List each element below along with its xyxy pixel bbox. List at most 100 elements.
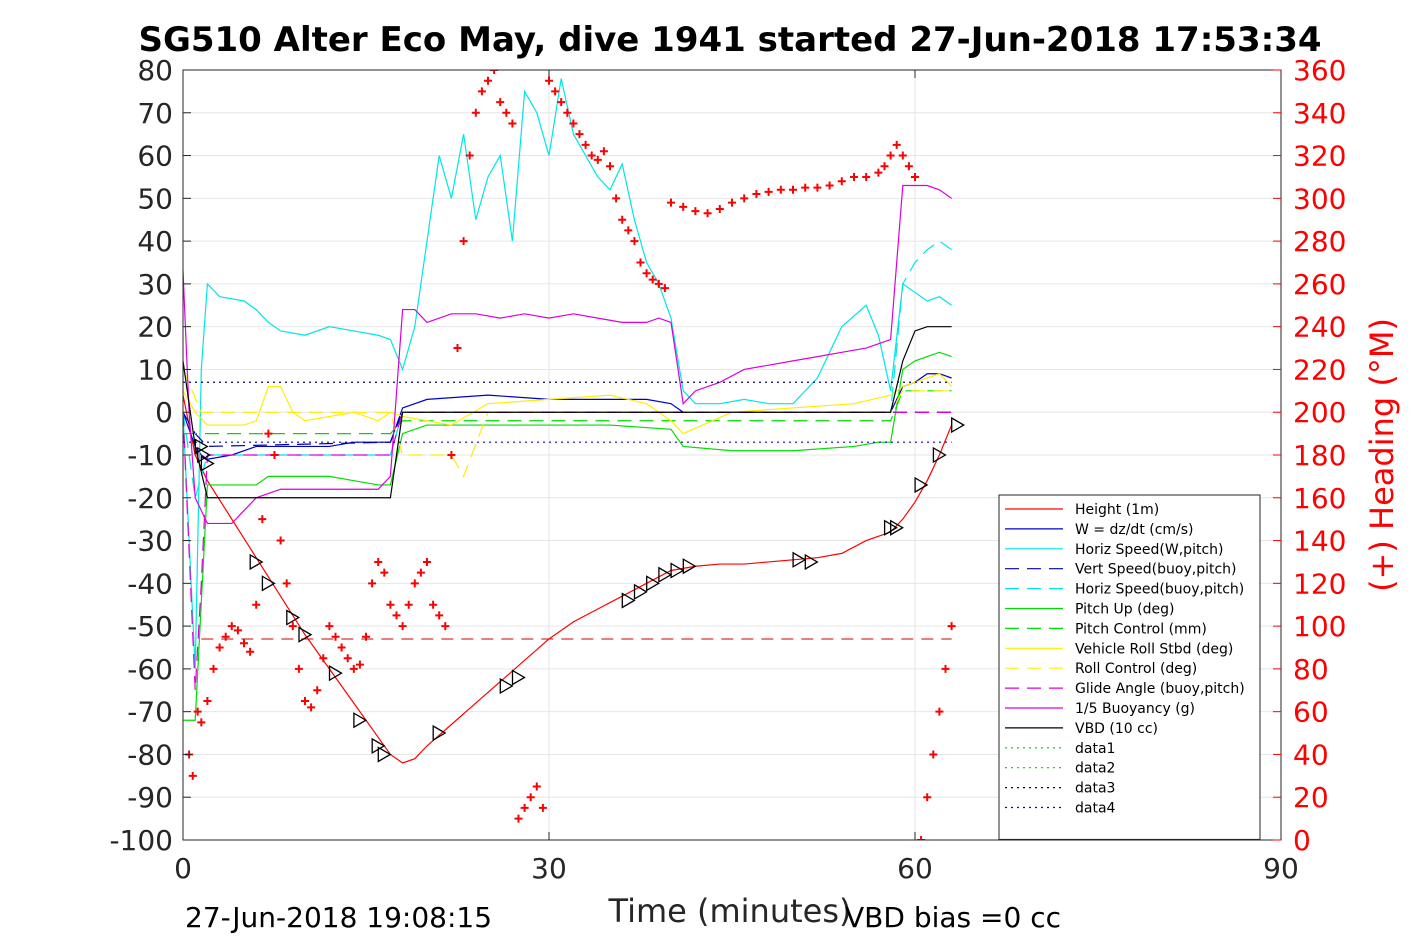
right-tick-label: 0 — [1293, 824, 1311, 857]
y-tick-label: -30 — [127, 525, 173, 558]
y-tick-label: 80 — [137, 54, 173, 87]
x-tick-label: 0 — [174, 852, 192, 885]
heading-point — [227, 622, 236, 631]
right-tick-label: 340 — [1293, 97, 1346, 130]
heading-point — [282, 579, 291, 588]
heading-point — [581, 140, 590, 149]
y-tick-label: -90 — [127, 781, 173, 814]
triangle-marker — [804, 553, 819, 571]
triangle-marker — [658, 566, 673, 583]
heading-point — [471, 108, 480, 117]
heading-point — [301, 696, 309, 705]
right-tick-label: 280 — [1293, 225, 1346, 258]
right-tick-labels: 3603403203002802602402202001801601401201… — [1273, 54, 1346, 857]
heading-point — [837, 177, 846, 186]
y-tick-labels: 80 70 60 50 40 30 20 10 0 -10 -20 -30 -40 -50 -60 -70 -8… — [109, 54, 191, 857]
heading-point — [276, 536, 285, 545]
right-tick-label: 40 — [1293, 738, 1329, 771]
right-tick-label: 140 — [1293, 525, 1346, 558]
heading-point — [398, 622, 407, 631]
heading-point — [193, 707, 202, 716]
chart-title: SG510 Alter Eco May, dive 1941 started 2… — [138, 20, 1321, 60]
heading-point — [593, 155, 602, 164]
heading-point — [429, 600, 438, 609]
heading-point — [648, 275, 657, 284]
triangle-marker — [890, 519, 904, 536]
heading-point — [502, 108, 511, 117]
right-tick-label: 320 — [1293, 140, 1346, 173]
right-tick-label: 160 — [1293, 482, 1346, 515]
heading-point — [904, 162, 913, 171]
footer-timestamp: 27-Jun-2018 19:08:15 — [185, 901, 492, 934]
heading-points — [185, 70, 956, 840]
heading-point — [349, 664, 358, 673]
heading-point — [545, 76, 553, 85]
triangle-marker — [670, 562, 685, 579]
series-line-5 — [183, 351, 952, 721]
x-tick-label: 30 — [531, 852, 567, 885]
right-tick-label: 300 — [1293, 182, 1346, 215]
heading-point — [386, 600, 395, 609]
triangle-marker — [328, 665, 343, 682]
heading-point — [612, 194, 621, 203]
triangle-marker — [286, 609, 301, 626]
right-tick-label: 180 — [1293, 439, 1346, 472]
heading-point — [563, 108, 572, 117]
legend-label: W = dz/dt (cm/s) — [1075, 522, 1194, 538]
legend-label: Roll Control (deg) — [1075, 661, 1197, 677]
right-tick-label: 100 — [1293, 610, 1346, 643]
heading-point — [557, 98, 566, 107]
legend-label: VBD (10 cc) — [1075, 721, 1158, 737]
heading-point — [587, 151, 596, 160]
y-tick-label: -60 — [127, 653, 173, 686]
legend-label: data4 — [1075, 801, 1116, 817]
heading-point — [764, 187, 773, 196]
series-line-10 — [183, 184, 952, 525]
heading-point — [740, 194, 749, 203]
heading-point — [630, 237, 639, 246]
heading-point — [532, 782, 541, 791]
heading-point — [862, 172, 871, 181]
heading-point — [477, 87, 486, 96]
heading-point — [410, 579, 419, 588]
right-tick-label: 20 — [1293, 781, 1329, 814]
footer-vbd-bias: VBD bias =0 cc — [845, 901, 1061, 934]
heading-point — [197, 718, 206, 727]
legend-label: Pitch Control (mm) — [1075, 621, 1207, 637]
y-tick-label: 60 — [137, 140, 173, 173]
heading-point — [343, 654, 352, 663]
right-tick-label: 120 — [1293, 567, 1346, 600]
right-tick-label: 200 — [1293, 396, 1346, 429]
heading-point — [288, 622, 297, 631]
heading-point — [941, 664, 950, 673]
heading-point — [569, 119, 578, 128]
y-tick-label: -20 — [127, 482, 173, 515]
heading-point — [752, 190, 761, 199]
y-tick-label: 40 — [137, 225, 173, 258]
triangle-marker — [646, 575, 660, 592]
heading-point — [624, 226, 633, 235]
heading-point — [520, 803, 529, 812]
heading-point — [801, 183, 810, 192]
y-tick-label: -80 — [127, 738, 173, 771]
heading-point — [715, 205, 724, 214]
series-line-4 — [183, 240, 952, 498]
heading-point — [514, 814, 523, 823]
heading-point — [453, 344, 462, 353]
heading-point — [270, 451, 279, 459]
heading-point — [447, 451, 456, 459]
heading-point — [667, 198, 675, 207]
triangle-marker — [200, 455, 215, 472]
series-line-9 — [183, 411, 952, 691]
series-layer — [183, 78, 953, 764]
heading-point — [880, 162, 889, 171]
triangle-marker — [432, 724, 447, 742]
y-tick-label: 30 — [137, 268, 173, 301]
heading-point — [618, 215, 627, 224]
heading-point — [294, 664, 303, 673]
heading-point — [898, 151, 907, 160]
series-line-6 — [183, 390, 952, 435]
heading-point — [484, 76, 492, 85]
heading-point — [917, 836, 926, 840]
